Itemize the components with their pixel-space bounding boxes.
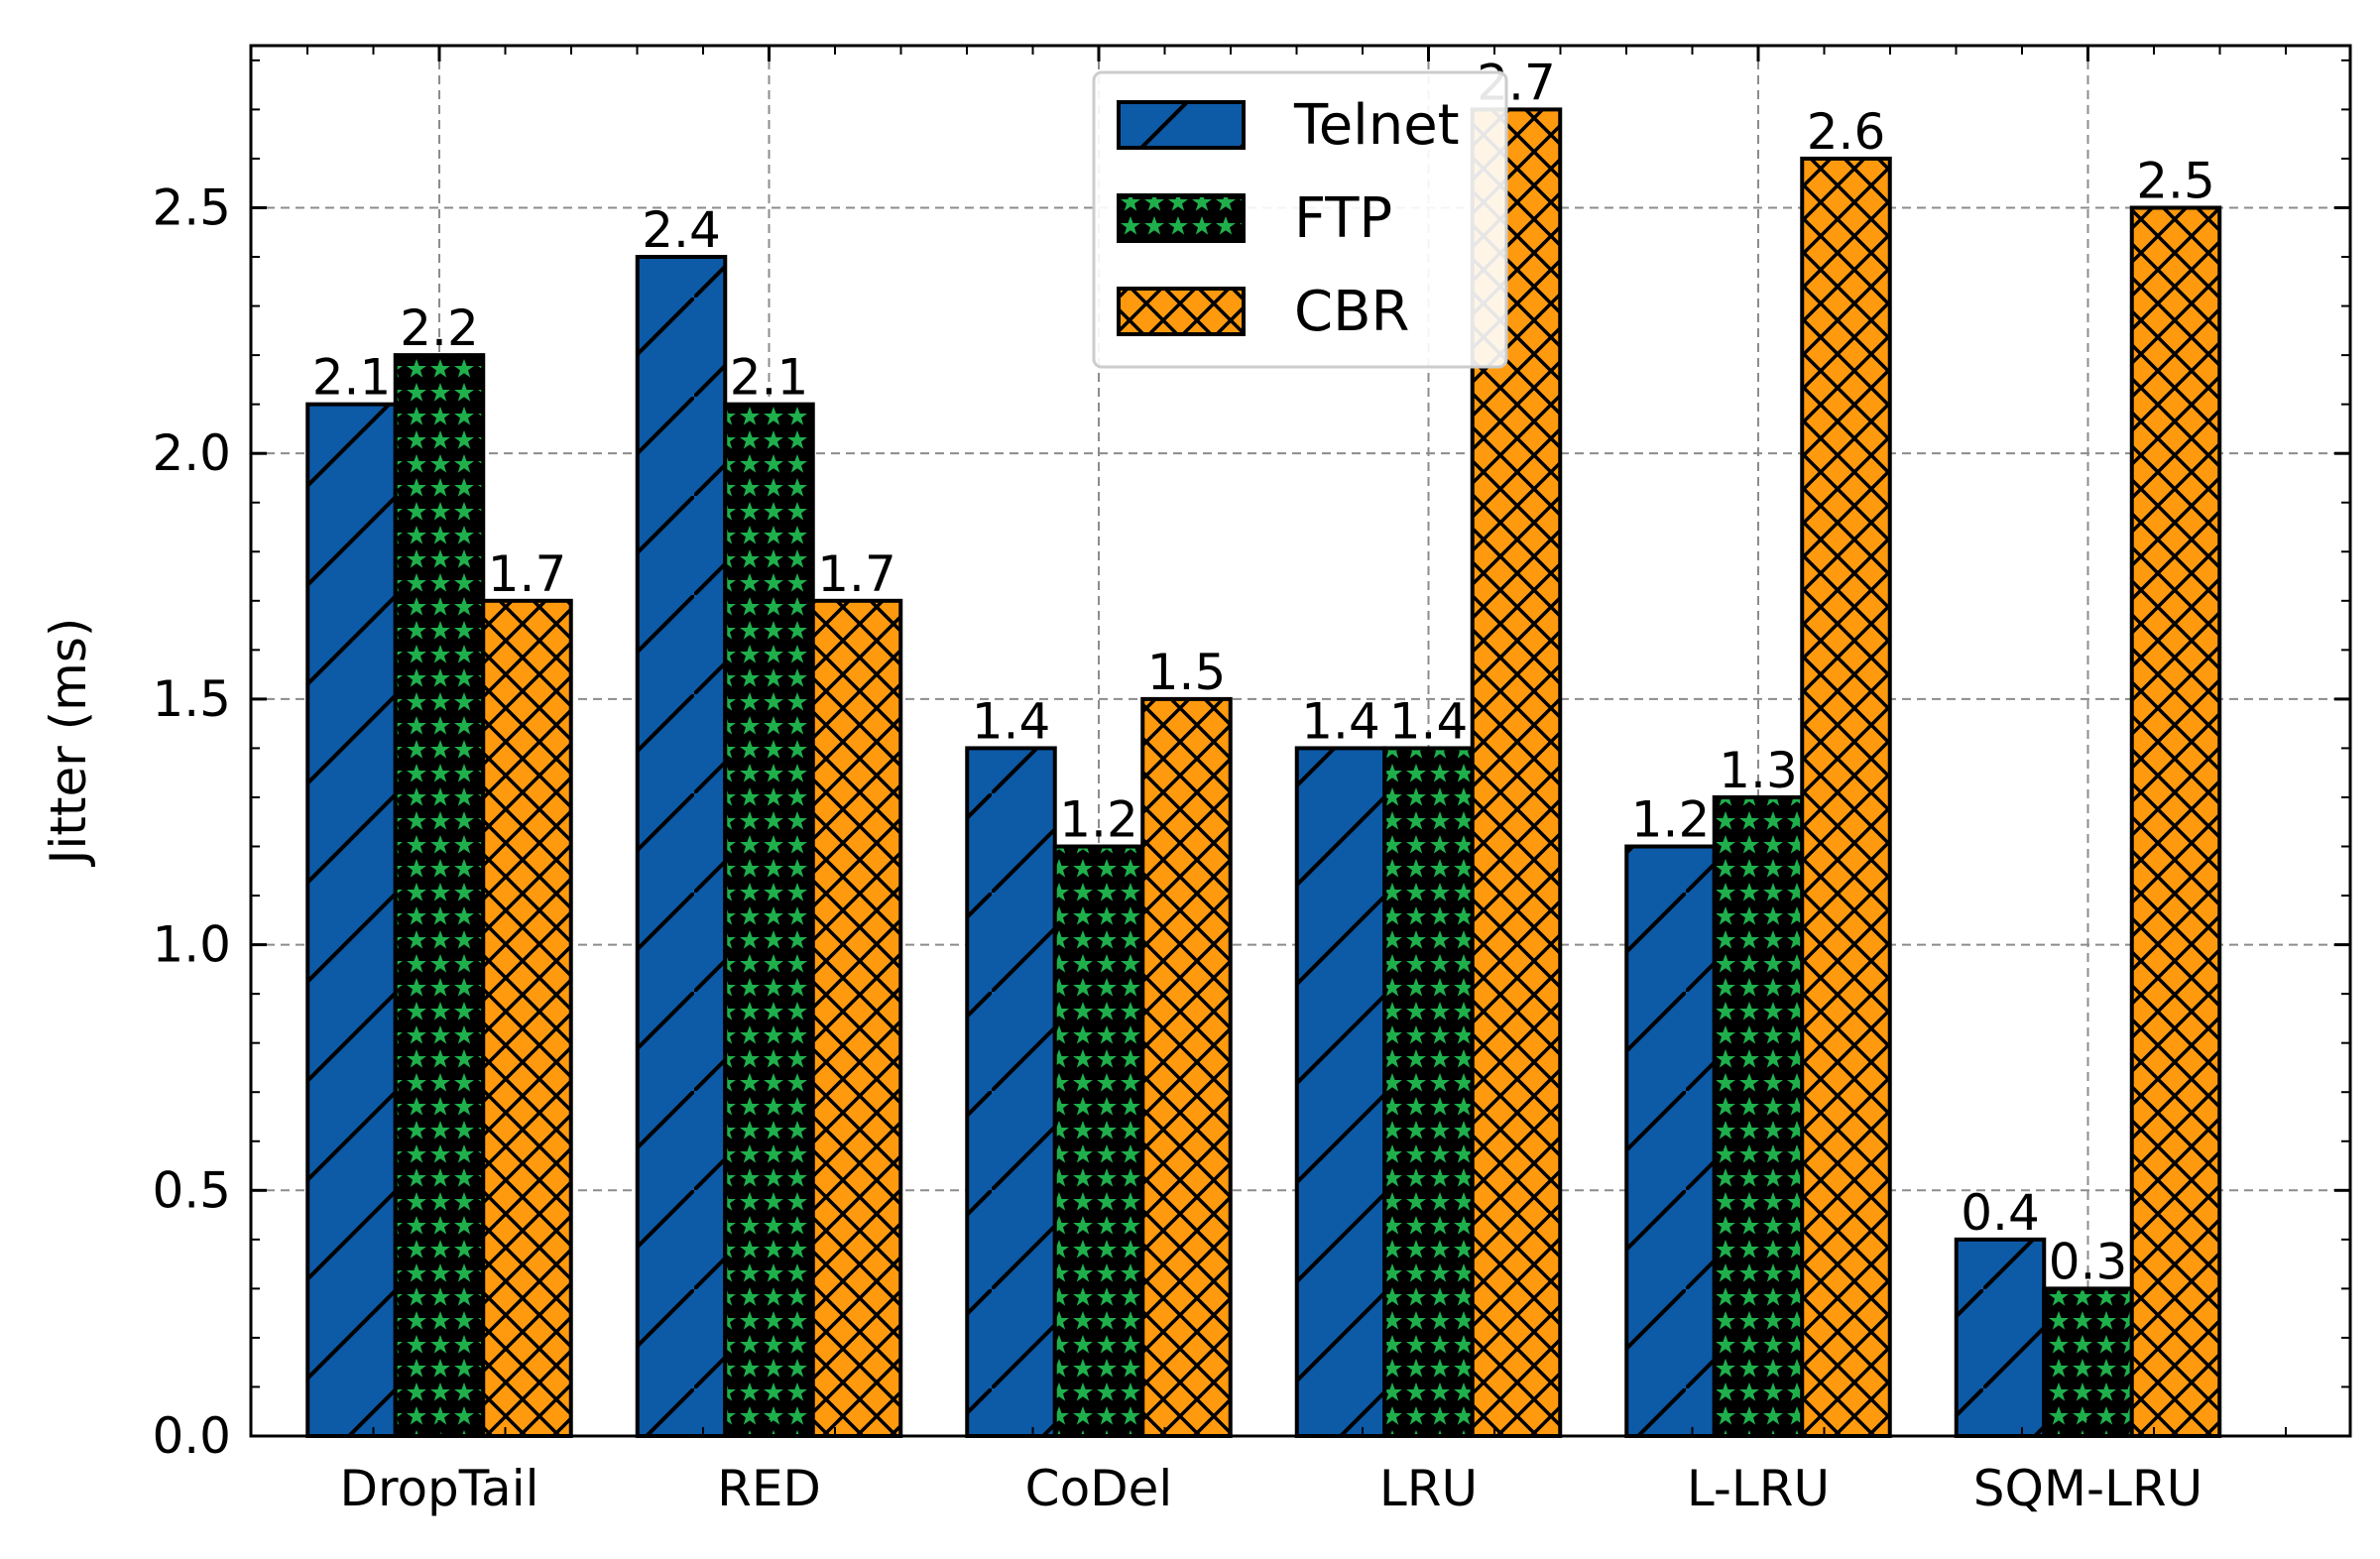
bar-data-label: 2.1 (312, 349, 392, 407)
y-tick-label: 0.0 (152, 1407, 231, 1465)
y-tick-label: 0.5 (152, 1161, 231, 1219)
legend-swatch-ftp (1117, 193, 1246, 243)
bar-telnet (1294, 746, 1387, 1438)
plot-frame (249, 44, 2352, 1438)
bar-telnet (1954, 1237, 2047, 1438)
bar-data-label: 1.2 (1631, 791, 1711, 849)
bar-data-label: 2.5 (2136, 152, 2215, 209)
bar-data-label: 1.4 (1389, 692, 1469, 750)
bar-ftp (723, 402, 815, 1439)
legend-swatch-telnet (1117, 100, 1246, 150)
bar-ftp (2042, 1286, 2134, 1438)
y-tick-label: 2.0 (152, 424, 231, 482)
bar-data-label: 2.2 (400, 300, 479, 357)
y-tick-label: 1.5 (152, 670, 231, 728)
x-tick-label: SQM-LRU (1973, 1460, 2202, 1517)
bar-cbr (2129, 205, 2222, 1438)
bar-data-label: 2.6 (1807, 103, 1886, 161)
bar-telnet (1624, 844, 1717, 1438)
bar-data-label: 1.4 (1301, 692, 1380, 750)
y-axis-title: Jitter (ms) (40, 618, 97, 868)
bar-data-label: 2.1 (730, 349, 809, 407)
bar-cbr (810, 598, 903, 1438)
legend-swatch-cbr (1117, 287, 1246, 336)
legend-label-telnet: Telnet (1293, 93, 1460, 158)
legend-label-ftp: FTP (1294, 186, 1392, 251)
bar-data-label: 0.3 (2049, 1233, 2128, 1290)
x-tick-label: RED (717, 1460, 821, 1517)
bar-data-label: 2.4 (642, 201, 721, 259)
bar-data-label: 1.7 (488, 545, 567, 603)
legend-label-cbr: CBR (1294, 280, 1409, 344)
y-tick-label: 2.5 (152, 179, 231, 236)
x-tick-label: LRU (1379, 1460, 1478, 1517)
bar-ftp (1052, 844, 1145, 1438)
bar-data-label: 1.4 (972, 692, 1051, 750)
x-tick-label: L-LRU (1687, 1460, 1830, 1517)
bar-data-label: 1.2 (1059, 791, 1138, 849)
bar-ftp (1382, 746, 1475, 1438)
bar-telnet (965, 746, 1057, 1438)
bar-telnet (635, 255, 728, 1438)
bar-data-label: 1.3 (1719, 742, 1798, 799)
bar-data-label: 1.5 (1147, 644, 1227, 701)
bar-ftp (393, 353, 486, 1439)
y-tick-label: 1.0 (152, 916, 231, 974)
bar-telnet (305, 402, 398, 1439)
x-tick-label: CoDel (1025, 1460, 1173, 1517)
bar-ftp (1712, 794, 1805, 1438)
bar-cbr (481, 598, 573, 1438)
bar-data-label: 0.4 (1961, 1184, 2040, 1242)
x-tick-label: DropTail (340, 1460, 539, 1517)
bar-cbr (1140, 696, 1233, 1438)
bar-data-label: 1.7 (817, 545, 896, 603)
bar-cbr (1800, 156, 1892, 1438)
